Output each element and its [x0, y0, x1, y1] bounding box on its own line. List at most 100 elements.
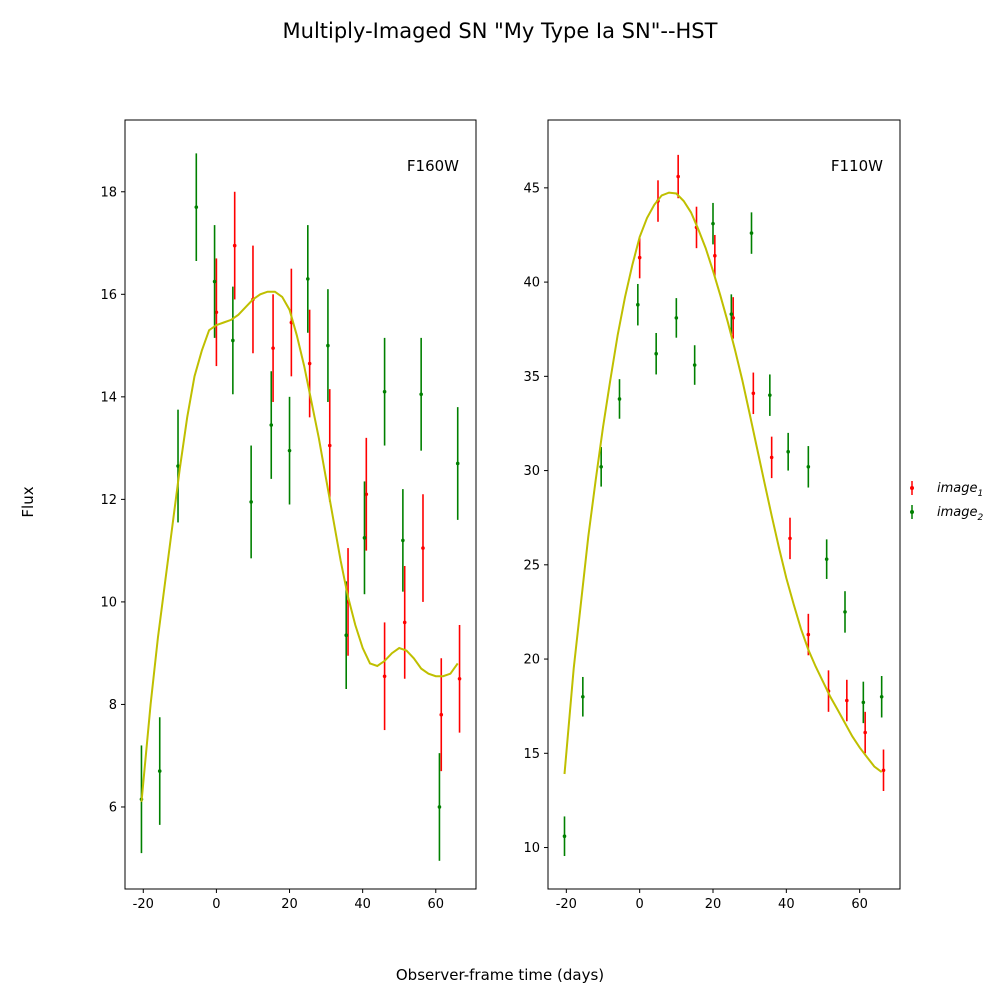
legend-label-image2-text: image	[937, 505, 978, 520]
p1-image2-point-12	[786, 449, 790, 454]
p0-image2-point-17	[455, 461, 460, 466]
p1-image1-point-7	[769, 455, 774, 460]
p0-image1-point-11	[421, 546, 425, 550]
p1-x-tick-label-3: 40	[778, 897, 795, 912]
legend: image1 image2	[910, 481, 984, 523]
p1-image1-point-8	[788, 536, 792, 541]
p0-y-tick-label-4: 14	[100, 390, 117, 405]
p1-image2-point-14	[824, 557, 829, 561]
legend-marker-image1	[910, 486, 914, 490]
p0-image2-point-10	[326, 343, 330, 348]
p1-image1-point-0	[637, 255, 642, 260]
p0-image2-point-2	[176, 464, 180, 468]
legend-entry-image2: image2	[910, 505, 984, 523]
p0-image2-point-4	[212, 279, 217, 284]
legend-entry-image1: image1	[910, 481, 983, 499]
legend-label-image1-sub: 1	[978, 489, 984, 499]
p0-model-curve	[140, 290, 459, 802]
p1-image2-point-0	[562, 834, 567, 839]
p0-axes-frame	[124, 119, 477, 890]
panel-f160w: -20 0 20 40 60 6 8 10 12 14 16 18 F160W	[100, 119, 477, 912]
p0-image2-point-16	[437, 805, 442, 809]
p0-image2-point-15	[419, 392, 423, 397]
p0-image1-point-13	[457, 677, 462, 681]
p1-y-tick-label-7: 45	[523, 181, 540, 196]
p0-x-tick-label-3: 40	[354, 897, 371, 912]
p1-y-tick-label-0: 10	[523, 841, 540, 856]
p1-image2-point-11	[768, 393, 772, 397]
p1-image2-point-4	[636, 302, 640, 307]
p1-image1-point-9	[806, 632, 811, 637]
p0-x-tick-label-2: 20	[281, 897, 298, 912]
figure-title: Multiply-Imaged SN "My Type Ia SN"--HST	[283, 19, 718, 43]
p1-image2-point-6	[674, 316, 679, 320]
p0-y-tick-label-1: 8	[109, 698, 117, 713]
p1-image1-point-11	[845, 698, 849, 703]
legend-label-image2: image2	[937, 505, 984, 523]
p1-image2-point-7	[692, 363, 697, 367]
p1-y-tick-label-4: 30	[523, 464, 540, 479]
p1-x-tick-label-1: 0	[636, 897, 644, 912]
p1-image1-point-5	[731, 316, 735, 320]
p1-image2-point-15	[843, 610, 847, 614]
p0-y-tick-label-5: 16	[100, 288, 117, 303]
p0-image1-point-5	[307, 361, 312, 366]
p1-y-tick-label-6: 40	[523, 276, 540, 291]
p0-image2-point-13	[382, 389, 387, 394]
legend-label-image1-text: image	[937, 481, 978, 496]
p0-image1-point-12	[439, 712, 444, 717]
p1-model-curve	[563, 191, 883, 775]
p1-image1-point-4	[713, 253, 717, 258]
p0-y-tick-label-2: 10	[100, 595, 117, 610]
p1-image1-point-13	[881, 768, 886, 773]
p0-image2-point-1	[157, 769, 162, 773]
p0-image2-point-14	[401, 538, 405, 543]
p1-x-tick-label-4: 60	[851, 897, 868, 912]
y-axis-label: Flux	[19, 486, 37, 517]
legend-marker-image2	[910, 510, 914, 514]
p0-y-tick-label-3: 12	[100, 493, 117, 508]
p1-y-tick-label-5: 35	[523, 370, 540, 385]
p1-axes-frame	[547, 119, 901, 890]
p1-image2-point-13	[806, 465, 811, 469]
p1-image1-point-6	[751, 391, 756, 396]
p0-x-tick-label-4: 60	[428, 897, 445, 912]
p1-image2-point-5	[654, 351, 658, 356]
p1-y-tick-label-3: 25	[523, 558, 540, 573]
p0-image1-point-9	[382, 674, 387, 679]
p0-image1-point-3	[271, 346, 275, 350]
p0-image1-point-10	[402, 620, 407, 625]
p1-x-tick-label-2: 20	[705, 897, 722, 912]
p1-filter-label: F110W	[831, 157, 883, 175]
p0-image2-point-12	[362, 536, 367, 540]
p0-x-tick-label-0: -20	[133, 897, 154, 912]
p1-x-tick-label-0: -20	[556, 897, 577, 912]
p1-image2-point-3	[617, 397, 622, 401]
p0-image1-point-0	[214, 310, 219, 315]
p0-y-tick-label-0: 6	[109, 800, 117, 815]
p0-image2-point-3	[194, 205, 199, 209]
p0-y-tick-label-6: 18	[100, 185, 117, 200]
p1-image2-point-2	[599, 465, 603, 469]
p0-image2-point-5	[231, 338, 235, 343]
p0-x-tick-label-1: 0	[212, 897, 220, 912]
p0-image2-point-9	[306, 277, 310, 281]
p0-filter-label: F160W	[407, 157, 459, 175]
p0-image2-point-11	[344, 633, 349, 638]
legend-label-image1: image1	[937, 481, 983, 499]
p0-image2-point-7	[269, 423, 274, 427]
p0-image1-point-1	[232, 243, 237, 248]
p1-image2-point-9	[729, 312, 734, 316]
p1-image1-point-2	[676, 174, 680, 179]
p1-image2-point-1	[581, 694, 585, 699]
p1-image2-point-17	[879, 694, 884, 699]
p0-image1-point-8	[364, 492, 369, 497]
p0-image2-point-8	[287, 448, 292, 453]
x-axis-label: Observer-frame time (days)	[396, 966, 604, 984]
p1-y-tick-label-1: 15	[523, 747, 540, 762]
p1-image1-point-12	[863, 730, 867, 735]
p1-image2-point-16	[861, 700, 866, 705]
legend-label-image2-sub: 2	[978, 513, 984, 523]
